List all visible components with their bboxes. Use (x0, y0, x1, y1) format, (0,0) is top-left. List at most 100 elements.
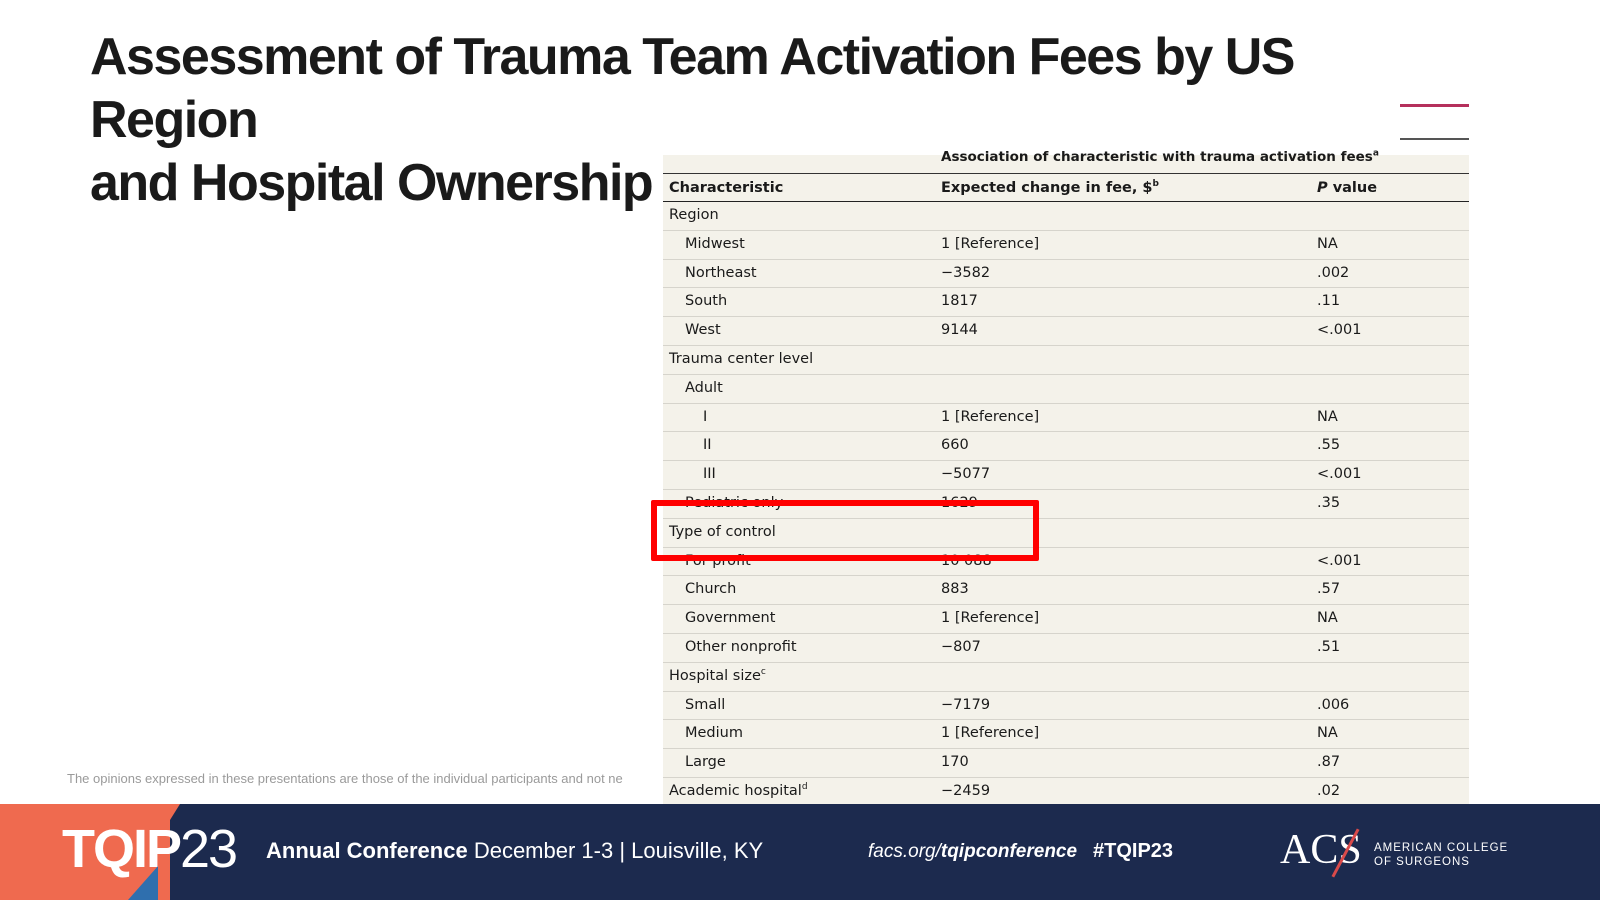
cell-p-value (1311, 519, 1469, 547)
cell-p-value (1311, 375, 1469, 403)
table-row: West 9144 <.001 (663, 317, 1469, 346)
table-row: Hospital sizec (663, 663, 1469, 692)
table-row: Church 883 .57 (663, 576, 1469, 606)
cell-p-value (1311, 346, 1469, 374)
characteristic-label: III (703, 466, 716, 483)
column-header-fee-label: Expected change in fee, $ (941, 180, 1153, 196)
table-row: Adult (663, 375, 1469, 404)
acs-logo-line-2: OF SURGEONS (1374, 856, 1470, 868)
group-header-text: Association of characteristic with traum… (941, 149, 1379, 165)
table-row: Large 170 .87 (663, 749, 1469, 778)
cell-characteristic: South (663, 288, 935, 316)
cell-characteristic: Government (663, 605, 935, 633)
column-header-p-label: value (1327, 180, 1378, 196)
group-header-label: Association of characteristic with traum… (941, 149, 1373, 165)
table-body: Region Midwest 1 [Reference] NA Northeast −35… (663, 202, 1469, 808)
cell-fee-change: 1817 (941, 293, 978, 310)
characteristic-label: Small (685, 696, 726, 713)
column-header-fee-footnote: b (1152, 179, 1159, 190)
table-row: III −5077 <.001 (663, 461, 1469, 490)
cell-fee-change: 660 (941, 437, 969, 454)
cell-p-value: .35 (1317, 494, 1341, 511)
characteristic-label: Adult (685, 379, 723, 396)
table-row: Government 1 [Reference] NA (663, 605, 1469, 634)
cell-p-value: <.001 (1317, 552, 1362, 569)
cell-p-value: .11 (1317, 293, 1341, 310)
cell-fee-change: −7179 (941, 696, 991, 713)
table-row: Northeast −3582 .002 (663, 260, 1469, 289)
cell-characteristic: Academic hospitald (663, 778, 935, 806)
table-row: II 660 .55 (663, 432, 1469, 462)
cell-characteristic: Midwest (663, 231, 935, 259)
conference-url: facs.org/tqipconference (868, 841, 1077, 863)
cell-fee-change: −3582 (941, 264, 991, 281)
cell-characteristic: Type of control (663, 519, 935, 547)
cell-fee-change (935, 346, 1311, 374)
table-row: Medium 1 [Reference] NA (663, 720, 1469, 750)
characteristic-label: Large (685, 754, 726, 771)
cell-fee-change: 170 (941, 754, 969, 771)
characteristic-label: Type of control (669, 523, 776, 540)
cell-characteristic: West (663, 317, 935, 345)
cell-characteristic: III (663, 461, 935, 489)
conference-info: Annual Conference December 1-3 | Louisvi… (266, 838, 763, 864)
cell-fee-change: 1 [Reference] (941, 610, 1040, 627)
characteristic-label: South (685, 293, 728, 310)
cell-p-value: .02 (1317, 782, 1341, 799)
table-row: Midwest 1 [Reference] NA (663, 231, 1469, 260)
cell-characteristic: Region (663, 202, 935, 230)
table-row: Other nonprofit −807 .51 (663, 634, 1469, 663)
tqip-logo: TQIP23 (62, 818, 238, 880)
cell-fee-change: 1 [Reference] (941, 235, 1040, 252)
cell-fee-change: 9144 (941, 322, 978, 339)
results-table: Association of characteristic with traum… (663, 149, 1469, 808)
column-header-p-italic: P (1317, 180, 1328, 196)
table-row: Type of control (663, 519, 1469, 548)
characteristic-label: Government (685, 610, 776, 627)
cell-p-value: NA (1317, 235, 1338, 252)
cell-fee-change: 1 [Reference] (941, 408, 1040, 425)
cell-p-value: .51 (1317, 638, 1341, 655)
characteristic-label: Region (669, 207, 719, 223)
characteristic-label: Hospital size (669, 667, 761, 684)
cell-characteristic: Church (663, 576, 935, 604)
acs-logo: ACS (1280, 827, 1362, 873)
table-row: Region (663, 202, 1469, 231)
characteristic-label: Midwest (685, 235, 745, 252)
cell-characteristic: Small (663, 692, 935, 720)
slide-title: Assessment of Trauma Team Activation Fee… (90, 26, 1390, 215)
cell-p-value: NA (1317, 725, 1338, 742)
conference-footer: TQIP23 Annual Conference December 1-3 | … (0, 804, 1600, 900)
tqip-logo-year: 23 (180, 819, 238, 879)
cell-fee-change (935, 663, 1311, 691)
conference-hashtag: #TQIP23 (1093, 840, 1174, 862)
cell-p-value (1311, 202, 1469, 230)
cell-characteristic: Trauma center level (663, 346, 935, 374)
footer-blue-wedge (128, 866, 158, 900)
characteristic-label: Northeast (685, 264, 757, 281)
table-row: South 1817 .11 (663, 288, 1469, 318)
column-header-characteristic: Characteristic (669, 180, 784, 196)
column-header-fee: Expected change in fee, $b (935, 174, 1311, 201)
cell-fee-change: −807 (941, 638, 981, 655)
cell-characteristic: Adult (663, 375, 935, 403)
table-header-row: Characteristic Expected change in fee, $… (663, 174, 1469, 202)
cell-p-value: .87 (1317, 754, 1341, 771)
accent-rule (1400, 104, 1469, 107)
cell-fee-change (935, 202, 1311, 230)
characteristic-label: Trauma center level (669, 350, 814, 367)
cell-p-value: NA (1317, 610, 1338, 627)
cell-characteristic: Other nonprofit (663, 634, 935, 662)
slide-title-line-2: and Hospital Ownership (90, 154, 654, 212)
characteristic-label: Academic hospital (669, 782, 802, 799)
characteristic-label: I (703, 408, 708, 425)
table-row: Trauma center level (663, 346, 1469, 375)
characteristic-label: Church (685, 581, 737, 598)
cell-p-value: .55 (1317, 437, 1341, 454)
divider-rule (1400, 138, 1469, 140)
characteristic-label: II (703, 437, 712, 454)
cell-p-value: <.001 (1317, 466, 1362, 483)
acs-logo-line-1: AMERICAN COLLEGE (1374, 842, 1509, 854)
disclaimer-text: The opinions expressed in these presenta… (67, 771, 623, 786)
column-header-p-value: P value (1311, 174, 1469, 201)
